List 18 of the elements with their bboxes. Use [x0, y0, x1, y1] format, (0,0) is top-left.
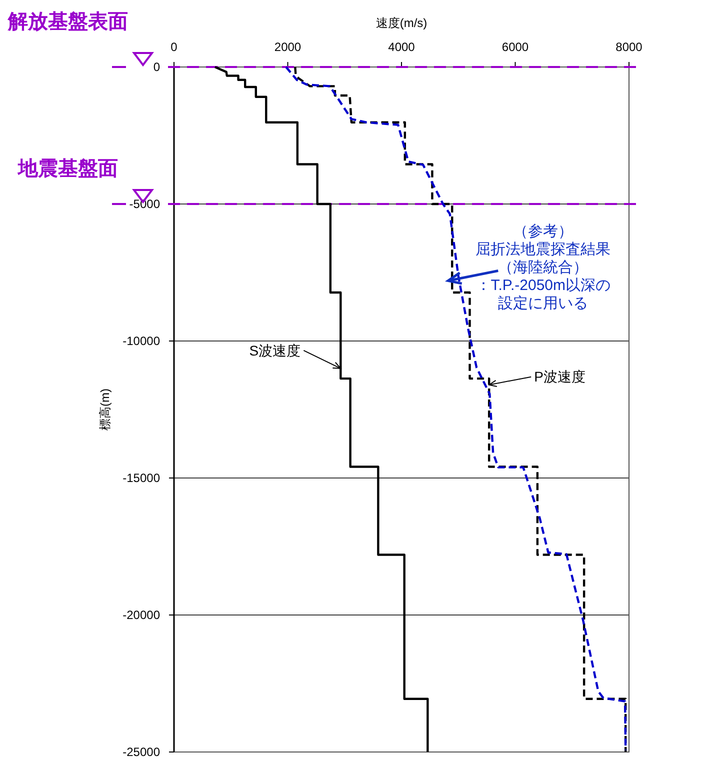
x-tick-label: 0 — [170, 40, 178, 54]
ref-line-label: 地震基盤面 — [17, 158, 118, 180]
x-tick-label: 6000 — [502, 40, 529, 54]
annotation: S波速度 — [249, 342, 301, 358]
y-tick-label: -5000 — [129, 197, 160, 211]
annotation: P波速度 — [534, 368, 586, 385]
y-tick-label: 0 — [153, 60, 160, 74]
x-tick-label: 2000 — [274, 40, 302, 54]
annotation: （参考）屈折法地震探査結果（海陸統合）：T.P.-2050m以深の設定に用いる — [476, 222, 611, 312]
y-tick-label: -20000 — [122, 608, 160, 622]
y-axis-title: 標高(m) — [98, 388, 112, 430]
x-axis-title: 速度(m/s) — [376, 16, 428, 30]
y-tick-label: -15000 — [122, 471, 160, 485]
y-tick-label: -10000 — [122, 334, 160, 348]
y-tick-label: -25000 — [122, 745, 160, 759]
x-tick-label: 4000 — [388, 40, 416, 54]
ref-line-label: 解放基盤表面 — [7, 11, 128, 33]
x-tick-label: 8000 — [616, 40, 643, 54]
